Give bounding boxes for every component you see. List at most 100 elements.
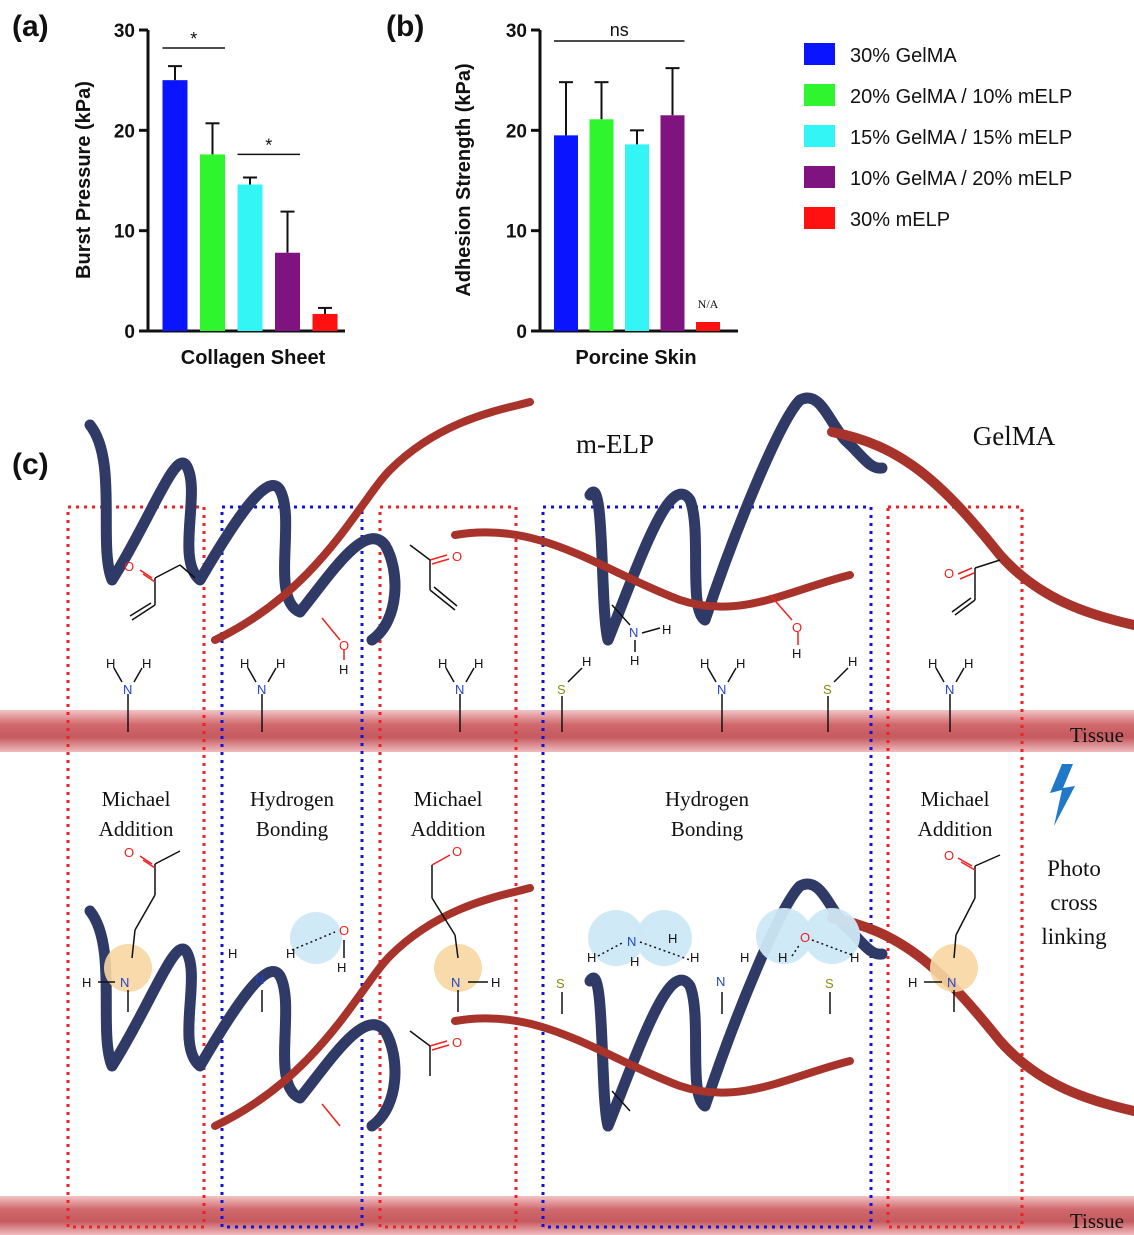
svg-text:O: O (339, 638, 349, 653)
svg-text:H: H (740, 950, 749, 965)
legend-swatch (804, 166, 835, 188)
region-1-line1: Michael (102, 787, 171, 811)
panel-a-letter: (a) (12, 10, 49, 43)
y-tick-label: 0 (516, 322, 527, 343)
region-4-line2: Bonding (671, 817, 744, 841)
ribbons-bottom (84, 878, 1134, 1132)
hbond-highlight-2 (588, 910, 644, 966)
panel-b: (b) Adhesion Strength (kPa) 0 10 20 30 ns N/… (386, 10, 738, 369)
amine-nitrogen: N (717, 682, 726, 697)
adduct-bottom-1: O N H (82, 845, 181, 1012)
thiol-hydrogen: H (582, 654, 591, 669)
hbond-highlight-3 (636, 910, 692, 966)
bar (660, 115, 685, 332)
legend-label: 20% GelMA / 10% mELP (850, 86, 1072, 108)
legend-label: 10% GelMA / 20% mELP (850, 168, 1072, 190)
amine-hydrogen: H (928, 656, 937, 671)
amine-nitrogen: N (123, 682, 132, 697)
amine-nitrogen: N (945, 682, 954, 697)
svg-text:O: O (800, 930, 810, 945)
amine-hydrogen: H (736, 656, 745, 671)
melp-helix-bottom-right (584, 878, 888, 1132)
ribbons-top (84, 392, 1134, 646)
thiol-group: SH (823, 654, 857, 732)
y-tick-label: 0 (124, 322, 135, 343)
thiol-sulfur: S (557, 682, 566, 697)
bond-highlight-1 (104, 944, 152, 992)
bar (696, 321, 720, 331)
region-1-line2: Addition (99, 817, 174, 841)
acrylate-top-3: O (944, 559, 1001, 616)
melp-helix-top-left (84, 419, 401, 646)
significance-label: * (265, 135, 272, 155)
tissue-label-top: Tissue (1070, 723, 1124, 747)
hbond-highlight-4 (756, 908, 812, 964)
adduct-bottom-2b: O N H (431, 844, 500, 1012)
panel-b-letter: (b) (386, 10, 424, 43)
tissue-band-bottom (0, 1196, 1134, 1235)
bar (554, 135, 578, 331)
michael-box-1 (66, 505, 206, 1229)
bar (162, 80, 188, 332)
panel-a-significance: ** (162, 29, 300, 155)
amine-hydrogen: H (964, 656, 973, 671)
panel-b-bars (554, 67, 720, 332)
region-2-line2: Bonding (256, 817, 329, 841)
amine-hydrogen: H (142, 656, 151, 671)
region-caption-1: Michael Addition (99, 787, 174, 841)
region-5-line1: Michael (921, 787, 990, 811)
hbond-highlight-1 (290, 912, 342, 964)
y-tick-label: 10 (506, 222, 527, 243)
svg-text:N: N (629, 625, 638, 640)
region-caption-3: Michael Addition (411, 787, 486, 841)
amine-nitrogen: N (257, 682, 266, 697)
svg-text:N: N (627, 934, 636, 949)
acrylate-top-1: O (124, 559, 196, 621)
svg-text:H: H (630, 954, 639, 969)
svg-text:H: H (286, 946, 295, 961)
bar (237, 184, 263, 331)
melp-label: m-ELP (576, 429, 654, 459)
region-caption-4: Hydrogen Bonding (665, 787, 749, 841)
svg-text:H: H (337, 960, 346, 975)
svg-text:N: N (255, 972, 264, 987)
gelma-ribbon-bottom-1 (211, 884, 534, 1130)
hbond-group-bottom-2: N H H H S N H H O H H S (556, 930, 859, 1112)
thiol-sulfur: S (823, 682, 832, 697)
svg-text:O: O (339, 923, 349, 938)
bar (275, 252, 300, 331)
bar (200, 154, 225, 331)
panel-b-significance: ns N/A (554, 20, 719, 311)
svg-text:H: H (850, 950, 859, 965)
region-4-line1: Hydrogen (665, 787, 749, 811)
region-2-line1: Hydrogen (250, 787, 334, 811)
svg-text:H: H (792, 646, 801, 661)
photo-label-3: linking (1041, 924, 1107, 949)
svg-text:O: O (452, 1035, 462, 1050)
gelma-ribbon-bottom-3 (827, 913, 1134, 1116)
gelma-ribbon-top-2 (451, 528, 854, 611)
bar (589, 119, 614, 332)
region-3-line1: Michael (414, 787, 483, 811)
y-tick-label: 30 (506, 21, 527, 42)
svg-text:N: N (120, 975, 129, 990)
svg-text:O: O (944, 566, 954, 581)
svg-text:O: O (792, 620, 802, 635)
region-caption-5: Michael Addition (918, 787, 993, 841)
adduct-bottom-2: O (409, 1030, 462, 1076)
amine-group: NH H (438, 656, 483, 732)
y-tick-label: 20 (114, 121, 135, 142)
svg-text:H: H (662, 622, 671, 637)
significance-label: ns (610, 20, 629, 40)
panel-a-x-title: Collagen Sheet (181, 347, 326, 369)
amine-nitrogen: N (455, 682, 464, 697)
tissue-band-top (0, 710, 1134, 752)
y-tick-label: 20 (506, 121, 527, 142)
lightning-icon (1050, 764, 1075, 826)
amine-group: NH H (928, 656, 973, 732)
gelma-ribbon-bottom-2 (451, 1014, 854, 1097)
svg-text:H: H (339, 662, 348, 677)
legend-swatch (804, 207, 835, 229)
svg-text:S: S (556, 976, 565, 991)
